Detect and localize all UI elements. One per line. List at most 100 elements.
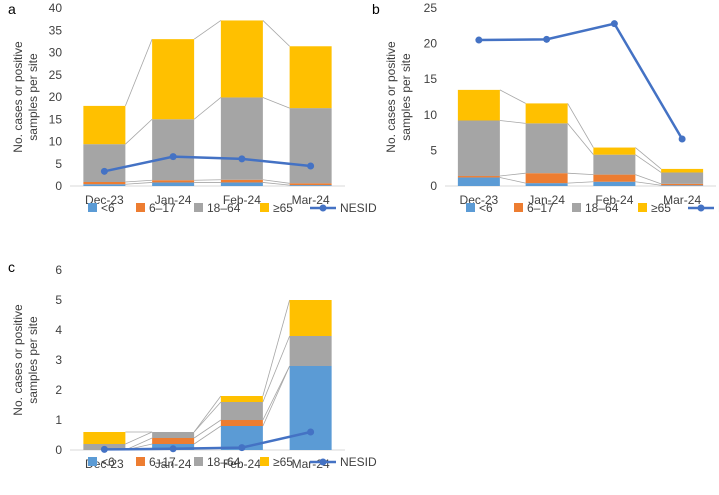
x-tick-label: Jan-24 (528, 193, 565, 207)
y-tick-label: 20 (424, 37, 438, 51)
series-line-ge65 (193, 20, 222, 40)
panel-letter: a (8, 1, 16, 17)
legend-marker-nesid (319, 204, 327, 212)
series-line-ge65 (262, 20, 290, 47)
series-line-age18to64 (193, 97, 222, 120)
y-tick-label: 25 (49, 68, 63, 82)
x-tick-label: Feb-24 (595, 193, 633, 207)
nesid-point (169, 153, 177, 161)
bar-ge65 (525, 103, 568, 124)
legend-marker-nesid (319, 458, 327, 466)
nesid-line (104, 155, 311, 173)
legend-swatch-age18to64 (572, 203, 581, 212)
bar-age18to64 (457, 120, 500, 177)
legend-label-age18to64: 18–64 (585, 201, 619, 215)
legend-label-age6to17: 6–17 (149, 201, 176, 215)
legend-swatch-age18to64 (194, 203, 203, 212)
y-tick-label: 35 (49, 23, 63, 37)
bar-age18to64 (83, 144, 126, 182)
nesid-point (169, 445, 177, 453)
legend-label-ge65: ≥65 (651, 201, 671, 215)
nesid-point (475, 36, 483, 44)
series-line-lt6 (567, 181, 594, 184)
bar-ge65 (289, 46, 332, 109)
bar-age6to17 (152, 438, 195, 444)
y-tick-label: 0 (55, 443, 62, 457)
y-axis-title-line: No. cases or positive (11, 41, 25, 153)
legend-label-lt6: <6 (101, 201, 115, 215)
bar-age6to17 (457, 176, 500, 178)
series-line-age6to17 (635, 174, 662, 185)
y-axis-title-line: samples per site (26, 53, 40, 141)
y-tick-label: 25 (424, 1, 438, 15)
legend-swatch-lt6 (88, 457, 97, 466)
legend-label-age18to64: 18–64 (207, 201, 241, 215)
y-tick-label: 15 (424, 72, 438, 86)
series-line-lt6 (262, 182, 290, 186)
y-axis-title-line: No. cases or positive (384, 41, 398, 153)
legend-label-nesid: NESID (340, 201, 377, 215)
bar-ge65 (593, 147, 636, 155)
y-tick-label: 6 (55, 263, 62, 277)
bar-lt6 (289, 185, 332, 186)
bar-age6to17 (152, 180, 195, 183)
nesid-point (238, 155, 246, 163)
bar-ge65 (220, 20, 263, 98)
nesid-line (478, 22, 684, 140)
bar-age6to17 (525, 173, 568, 184)
series-line-ge65 (193, 395, 222, 433)
y-tick-label: 0 (55, 179, 62, 193)
series-line-ge65 (125, 39, 153, 107)
chart-panel-a: a No. cases or positivesamples per site 0 5… (8, 1, 377, 215)
nesid-point (238, 444, 246, 452)
legend-label-age18to64: 18–64 (207, 455, 241, 469)
y-tick-label: 15 (49, 112, 63, 126)
bar-lt6 (289, 366, 332, 450)
y-tick-label: 10 (49, 135, 63, 149)
y-tick-label: 2 (55, 383, 62, 397)
series-line-age18to64 (499, 120, 526, 124)
x-tick-label: Feb-24 (223, 457, 261, 471)
bar-lt6 (593, 181, 636, 186)
bar-age18to64 (525, 123, 568, 174)
series-line-age18to64 (125, 118, 153, 145)
bar-lt6 (661, 185, 704, 186)
chart-panel-c: c No. cases or positivesamples per site 0 1… (8, 259, 377, 471)
series-line-age18to64 (193, 401, 222, 433)
legend-marker-nesid (697, 204, 705, 212)
series-line-age18to64 (635, 154, 662, 173)
series-line-lt6 (635, 181, 662, 186)
nesid-point (100, 167, 108, 175)
bar-age6to17 (661, 183, 704, 186)
nesid-point (100, 445, 108, 453)
bar-ge65 (289, 300, 332, 336)
bar-lt6 (83, 184, 126, 186)
y-axis-title: No. cases or positivesamples per site (11, 41, 40, 153)
bar-age18to64 (152, 119, 195, 181)
bar-ge65 (457, 89, 500, 121)
y-tick-label: 5 (55, 157, 62, 171)
bar-age18to64 (289, 108, 332, 184)
series-line-age6to17 (262, 365, 290, 421)
legend-label-age6to17: 6–17 (527, 201, 554, 215)
nesid-point (610, 20, 618, 28)
series-line-lt6 (499, 177, 526, 184)
y-axis-title-line: samples per site (26, 316, 40, 404)
y-tick-label: 3 (55, 353, 62, 367)
series-line-age6to17 (125, 179, 153, 183)
bar-age6to17 (220, 179, 263, 183)
y-axis-title: No. cases or positivesamples per site (11, 304, 40, 416)
x-tick-label: Feb-24 (223, 193, 261, 207)
series-line-age18to64 (125, 431, 153, 445)
legend-swatch-ge65 (260, 203, 269, 212)
bar-age18to64 (593, 154, 636, 175)
x-tick-label: Jan-24 (155, 193, 192, 207)
bar-lt6 (525, 183, 568, 186)
bar-age6to17 (593, 174, 636, 182)
legend-label-age6to17: 6–17 (149, 455, 176, 469)
legend-label-lt6: <6 (101, 455, 115, 469)
